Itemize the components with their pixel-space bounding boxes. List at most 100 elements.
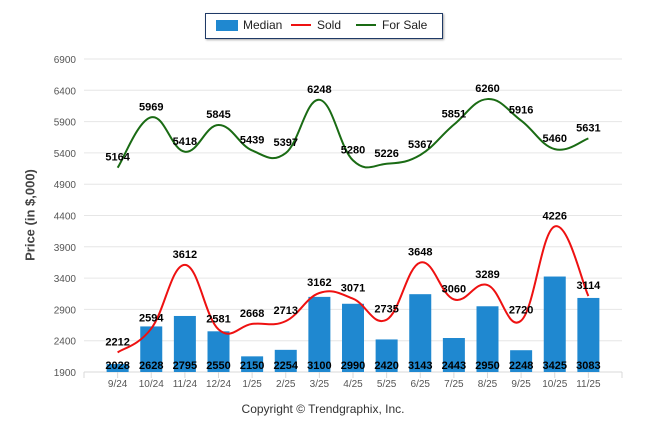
median-bar-label: 2150 (240, 360, 264, 372)
median-bar (140, 326, 163, 372)
x-tick-label: 10/24 (139, 379, 164, 390)
x-tick-label: 9/25 (511, 379, 531, 390)
legend-swatch-sold (291, 24, 311, 26)
x-tick-label: 7/25 (444, 379, 464, 390)
legend-item-for-sale[interactable]: For Sale (356, 18, 427, 32)
sold-line (117, 225, 590, 354)
y-tick-label: 5400 (54, 149, 77, 160)
median-bar-label: 3083 (576, 360, 600, 372)
y-tick-label: 6900 (54, 55, 77, 66)
median-bar-label: 2550 (206, 360, 230, 372)
x-tick-label: 5/25 (377, 379, 397, 390)
median-bar-label: 2254 (274, 360, 299, 372)
for-sale-data-label: 5969 (139, 101, 163, 113)
y-tick-label: 2400 (54, 337, 77, 348)
y-tick-label: 4900 (54, 180, 77, 191)
for-sale-data-label: 5845 (206, 109, 230, 121)
x-tick-label: 3/25 (310, 379, 330, 390)
sold-data-label: 3071 (341, 283, 365, 295)
x-tick-label: 9/24 (108, 379, 128, 390)
median-bar (207, 331, 230, 372)
legend: Median Sold For Sale (205, 13, 443, 39)
median-bar-label: 2028 (105, 360, 129, 372)
legend-label-for-sale: For Sale (382, 18, 428, 32)
sold-data-label: 2594 (139, 313, 164, 325)
median-bar-label: 2420 (374, 360, 398, 372)
median-bar (510, 350, 533, 372)
for-sale-data-label: 5226 (374, 148, 398, 160)
y-tick-label: 2900 (54, 305, 77, 316)
x-tick-label: 12/24 (206, 379, 231, 390)
for-sale-data-label: 5851 (442, 109, 466, 121)
median-bar-label: 2248 (509, 360, 533, 372)
sold-data-label: 3612 (173, 249, 197, 261)
x-tick-label: 4/25 (343, 379, 363, 390)
x-axis: 9/24 10/24 11/24 12/24 1/25 2/25 3/25 4/25 5/25 6… (83, 371, 623, 390)
for-sale-data-label: 5460 (543, 133, 567, 145)
y-tick-label: 1900 (54, 368, 77, 379)
for-sale-data-label: 5164 (105, 152, 130, 164)
for-sale-data-label: 5397 (274, 137, 298, 149)
sold-data-label: 3648 (408, 247, 432, 259)
median-bar (274, 349, 297, 372)
sold-data-label: 3060 (442, 283, 466, 295)
legend-swatch-for-sale (356, 24, 376, 26)
median-bar (173, 315, 196, 372)
for-sale-data-label: 5367 (408, 139, 432, 151)
legend-swatch-median (216, 19, 238, 31)
sold-data-label: 2581 (206, 313, 230, 325)
sold-data-label: 3114 (576, 280, 601, 292)
median-bar (106, 363, 129, 372)
for-sale-data-label: 6248 (307, 84, 331, 96)
y-tick-label: 6400 (54, 86, 77, 97)
median-bars (106, 276, 600, 372)
y-tick-label: 3900 (54, 243, 77, 254)
for-sale-line (116, 98, 589, 169)
x-tick-label: 8/25 (478, 379, 498, 390)
legend-item-sold[interactable]: Sold (291, 18, 341, 32)
median-bar-label: 2990 (341, 360, 365, 372)
y-axis-ticks: 1900 2400 2900 3400 3900 4400 4900 5400 5900 6400… (54, 55, 77, 379)
legend-label-sold: Sold (317, 18, 342, 32)
sold-data-label: 2720 (509, 305, 533, 317)
median-bar (577, 297, 600, 372)
sold-data-label: 2735 (374, 304, 398, 316)
line-series (116, 98, 590, 354)
sold-data-label: 2212 (105, 336, 129, 348)
median-bar (442, 338, 465, 372)
median-bar-label: 3100 (307, 360, 331, 372)
sold-data-label: 2668 (240, 308, 264, 320)
y-tick-label: 5900 (54, 118, 77, 129)
for-sale-data-label: 5631 (576, 122, 600, 134)
for-sale-data-label: 5916 (509, 105, 533, 117)
y-axis-label: Price (in $,000) (22, 169, 38, 261)
median-bar (308, 296, 331, 372)
x-tick-label: 1/25 (242, 379, 262, 390)
x-tick-label: 10/25 (542, 379, 567, 390)
x-tick-label: 11/25 (576, 379, 601, 390)
for-sale-data-label: 5418 (173, 136, 197, 148)
line-labels: 2212 2594 3612 2581 2668 2713 3162 3071 2735 3648… (105, 83, 601, 348)
median-bar (342, 303, 364, 372)
median-bar-labels: 2028 2628 2795 2550 2150 2254 3100 2990 2420 3143… (105, 360, 600, 372)
median-bar-label: 2443 (442, 360, 466, 372)
x-tick-label: 2/25 (276, 379, 296, 390)
sold-data-label: 4226 (543, 210, 567, 222)
median-bar-label: 3143 (408, 360, 432, 372)
y-tick-label: 4400 (54, 212, 77, 223)
median-bar-label: 2795 (173, 360, 197, 372)
for-sale-data-label: 5439 (240, 134, 264, 146)
legend-item-median[interactable]: Median (216, 18, 282, 32)
median-bar-label: 2628 (139, 360, 163, 372)
median-bar (476, 306, 499, 372)
sold-data-label: 3162 (307, 277, 331, 289)
for-sale-data-label: 5280 (341, 144, 365, 156)
sold-data-label: 2713 (274, 305, 298, 317)
median-bar (543, 276, 566, 372)
x-tick-label: 11/24 (173, 379, 198, 390)
median-bar-label: 2950 (475, 360, 499, 372)
median-bar (375, 339, 398, 372)
sold-data-label: 3289 (475, 269, 499, 281)
y-tick-label: 3400 (54, 274, 77, 285)
